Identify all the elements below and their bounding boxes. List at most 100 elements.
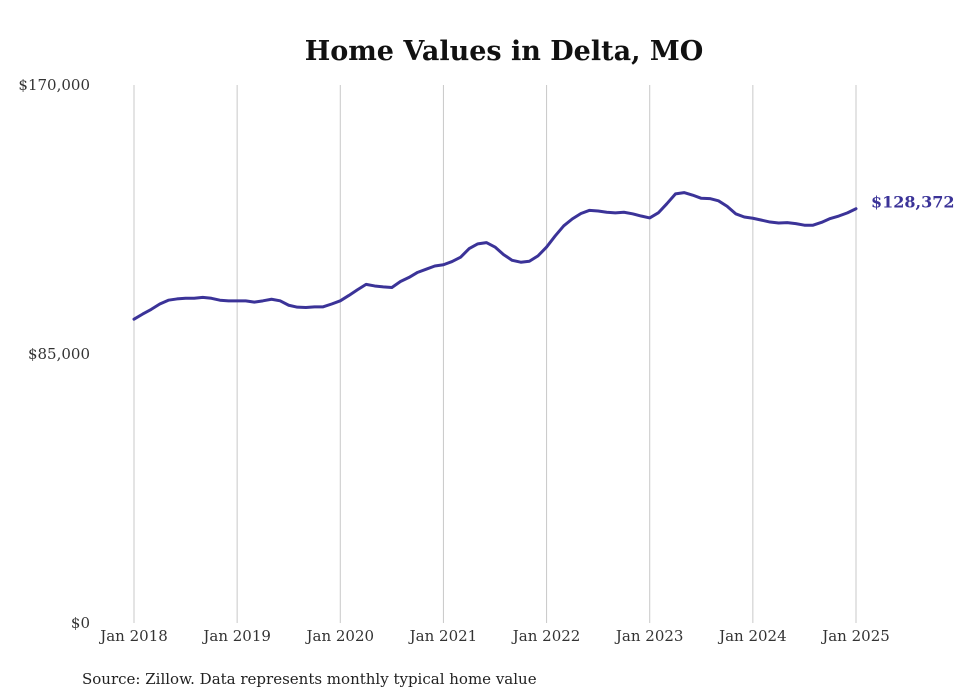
x-tick-label-3: Jan 2021 [408, 627, 478, 645]
data-point-2024-03 [769, 221, 772, 224]
data-point-2020-12 [433, 265, 436, 268]
data-point-2024-01 [751, 217, 754, 220]
data-point-2024-04 [777, 221, 780, 224]
data-point-2020-09 [408, 276, 411, 279]
data-point-2023-06 [691, 194, 694, 197]
data-point-2022-02 [554, 234, 557, 237]
x-axis: Jan 2018 Jan 2019 Jan 2020 Jan 2021 Jan 2022… [98, 627, 890, 645]
gridlines [133, 85, 857, 623]
y-tick-label-0: $0 [71, 614, 90, 632]
data-point-2018-06 [175, 297, 178, 300]
data-point-2018-08 [193, 297, 196, 300]
data-point-2018-11 [218, 299, 221, 302]
data-point-2022-12 [640, 215, 643, 218]
data-point-2020-03 [356, 288, 359, 291]
data-point-2021-12 [536, 254, 539, 257]
data-point-2020-04 [365, 283, 368, 286]
series-group [132, 191, 858, 321]
data-point-2024-07 [803, 224, 806, 227]
data-point-2022-03 [562, 224, 565, 227]
x-tick-label-6: Jan 2024 [717, 627, 787, 645]
data-point-2023-03 [665, 202, 668, 205]
data-point-2021-10 [519, 261, 522, 264]
source-note: Source: Zillow. Data represents monthly … [82, 670, 537, 688]
data-point-2022-11 [631, 212, 634, 215]
data-point-2019-08 [296, 306, 299, 309]
data-point-2019-06 [279, 299, 282, 302]
data-point-2024-05 [786, 221, 789, 224]
end-value-label: $128,372 [871, 193, 955, 212]
data-point-2020-11 [425, 268, 428, 271]
data-point-2019-10 [313, 305, 316, 308]
data-point-2019-04 [261, 299, 264, 302]
data-point-2021-03 [459, 256, 462, 259]
data-point-2022-05 [579, 212, 582, 215]
x-tick-label-0: Jan 2018 [98, 627, 168, 645]
data-point-2022-06 [588, 209, 591, 212]
data-point-2021-02 [451, 260, 454, 263]
y-axis: $0 $85,000 $170,000 [18, 76, 90, 632]
x-tick-label-2: Jan 2020 [305, 627, 375, 645]
series-line-0 [132, 191, 858, 321]
data-point-2019-07 [287, 304, 290, 307]
data-point-2019-05 [270, 298, 273, 301]
data-point-2021-04 [468, 247, 471, 250]
data-point-2018-04 [158, 302, 161, 305]
data-point-2021-06 [485, 241, 488, 244]
x-tick-label-7: Jan 2025 [820, 627, 890, 645]
data-point-2020-01 [339, 299, 342, 302]
chart-title: Home Values in Delta, MO [305, 36, 704, 67]
data-point-2018-07 [184, 297, 187, 300]
data-point-2020-08 [399, 280, 402, 283]
data-point-2024-10 [829, 217, 832, 220]
data-point-2021-08 [502, 253, 505, 256]
data-point-2023-02 [657, 211, 660, 214]
data-point-2024-11 [837, 215, 840, 218]
data-point-2024-06 [794, 222, 797, 225]
y-tick-label-1: $85,000 [28, 345, 90, 363]
data-point-2023-07 [700, 197, 703, 200]
data-point-2021-11 [528, 260, 531, 263]
data-point-2023-12 [743, 215, 746, 218]
data-point-2023-09 [717, 199, 720, 202]
data-point-2022-07 [597, 209, 600, 212]
data-point-2019-03 [253, 301, 256, 304]
x-tick-label-5: Jan 2023 [614, 627, 684, 645]
data-point-2021-05 [476, 242, 479, 245]
data-point-2019-12 [330, 302, 333, 305]
data-point-2019-11 [322, 305, 325, 308]
data-point-2024-12 [846, 211, 849, 214]
data-point-2020-05 [373, 284, 376, 287]
data-point-2022-09 [614, 211, 617, 214]
data-point-2021-09 [511, 259, 514, 262]
data-point-2018-09 [201, 296, 204, 299]
data-point-2018-05 [167, 299, 170, 302]
data-point-2022-04 [571, 217, 574, 220]
data-point-2019-02 [244, 299, 247, 302]
data-point-2024-02 [760, 219, 763, 222]
data-point-2023-11 [734, 212, 737, 215]
x-tick-label-1: Jan 2019 [201, 627, 271, 645]
data-point-2025-01 [855, 207, 858, 210]
data-point-2018-12 [227, 299, 230, 302]
data-point-2022-01 [545, 246, 548, 249]
data-point-2022-10 [622, 211, 625, 214]
data-point-2019-09 [304, 306, 307, 309]
data-point-2024-09 [820, 221, 823, 224]
data-point-2018-03 [150, 308, 153, 311]
x-tick-label-4: Jan 2022 [511, 627, 581, 645]
data-point-2019-01 [236, 299, 239, 302]
data-point-2020-10 [416, 271, 419, 274]
data-point-2023-05 [683, 191, 686, 194]
data-point-2022-08 [605, 211, 608, 214]
data-point-2018-02 [141, 313, 144, 316]
data-point-2023-04 [674, 192, 677, 195]
data-point-2018-01 [133, 318, 136, 321]
data-point-2018-10 [210, 297, 213, 300]
data-point-2023-10 [726, 205, 729, 208]
data-point-2023-01 [648, 216, 651, 219]
data-point-2020-06 [382, 285, 385, 288]
data-point-2023-08 [708, 197, 711, 200]
data-point-2020-07 [390, 286, 393, 289]
data-point-2021-07 [494, 246, 497, 249]
